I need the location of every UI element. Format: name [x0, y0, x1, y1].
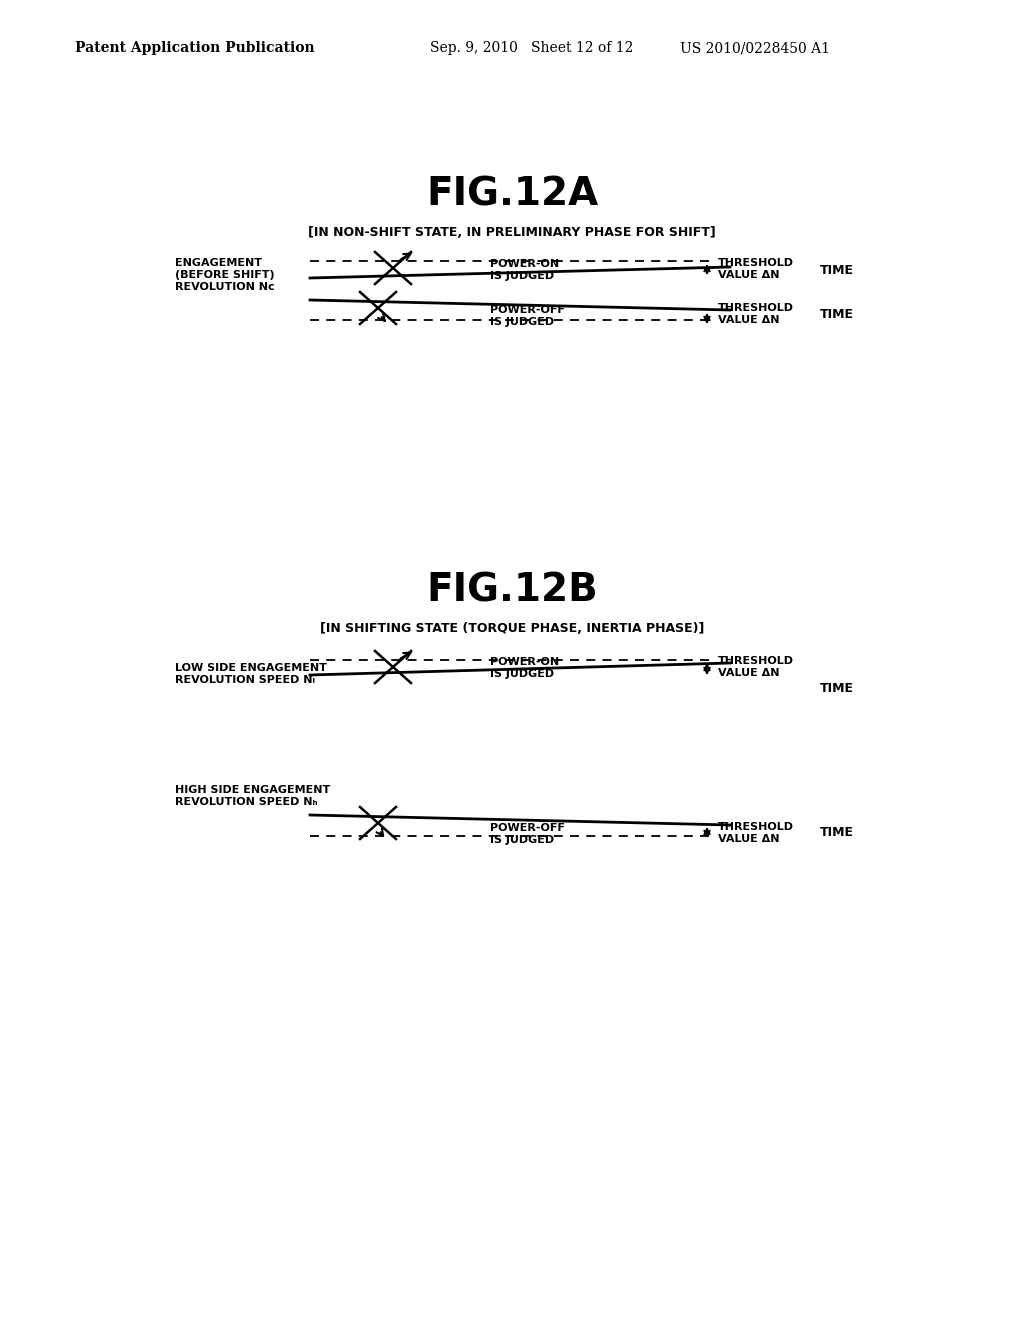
Text: TIME: TIME	[820, 309, 854, 322]
Text: IS JUDGED: IS JUDGED	[490, 317, 554, 327]
Text: POWER-ON: POWER-ON	[490, 657, 559, 667]
Text: FIG.12B: FIG.12B	[426, 572, 598, 609]
Text: THRESHOLD: THRESHOLD	[718, 304, 794, 313]
Text: THRESHOLD: THRESHOLD	[718, 822, 794, 832]
Text: REVOLUTION SPEED Nₗ: REVOLUTION SPEED Nₗ	[175, 675, 315, 685]
Text: TIME: TIME	[820, 681, 854, 694]
Text: THRESHOLD: THRESHOLD	[718, 257, 794, 268]
Text: THRESHOLD: THRESHOLD	[718, 656, 794, 667]
Text: IS JUDGED: IS JUDGED	[490, 271, 554, 281]
Text: IS JUDGED: IS JUDGED	[490, 836, 554, 845]
Text: TIME: TIME	[820, 826, 854, 840]
Text: REVOLUTION Nc: REVOLUTION Nc	[175, 282, 274, 292]
Text: ENGAGEMENT: ENGAGEMENT	[175, 257, 262, 268]
Text: IS JUDGED: IS JUDGED	[490, 669, 554, 678]
Text: [IN NON-SHIFT STATE, IN PRELIMINARY PHASE FOR SHIFT]: [IN NON-SHIFT STATE, IN PRELIMINARY PHAS…	[308, 227, 716, 239]
Text: LOW SIDE ENGAGEMENT: LOW SIDE ENGAGEMENT	[175, 663, 327, 673]
Text: POWER-OFF: POWER-OFF	[490, 822, 565, 833]
Text: FIG.12A: FIG.12A	[426, 176, 598, 214]
Text: VALUE ΔN: VALUE ΔN	[718, 271, 779, 280]
Text: [IN SHIFTING STATE (TORQUE PHASE, INERTIA PHASE)]: [IN SHIFTING STATE (TORQUE PHASE, INERTI…	[319, 622, 705, 635]
Text: HIGH SIDE ENGAGEMENT: HIGH SIDE ENGAGEMENT	[175, 785, 331, 795]
Text: US 2010/0228450 A1: US 2010/0228450 A1	[680, 41, 830, 55]
Text: Sep. 9, 2010   Sheet 12 of 12: Sep. 9, 2010 Sheet 12 of 12	[430, 41, 634, 55]
Text: Patent Application Publication: Patent Application Publication	[75, 41, 314, 55]
Text: REVOLUTION SPEED Nₕ: REVOLUTION SPEED Nₕ	[175, 797, 317, 807]
Text: (BEFORE SHIFT): (BEFORE SHIFT)	[175, 271, 274, 280]
Text: POWER-ON: POWER-ON	[490, 259, 559, 269]
Text: VALUE ΔN: VALUE ΔN	[718, 668, 779, 678]
Text: VALUE ΔN: VALUE ΔN	[718, 315, 779, 325]
Text: VALUE ΔN: VALUE ΔN	[718, 834, 779, 843]
Text: POWER-OFF: POWER-OFF	[490, 305, 565, 315]
Text: TIME: TIME	[820, 264, 854, 276]
